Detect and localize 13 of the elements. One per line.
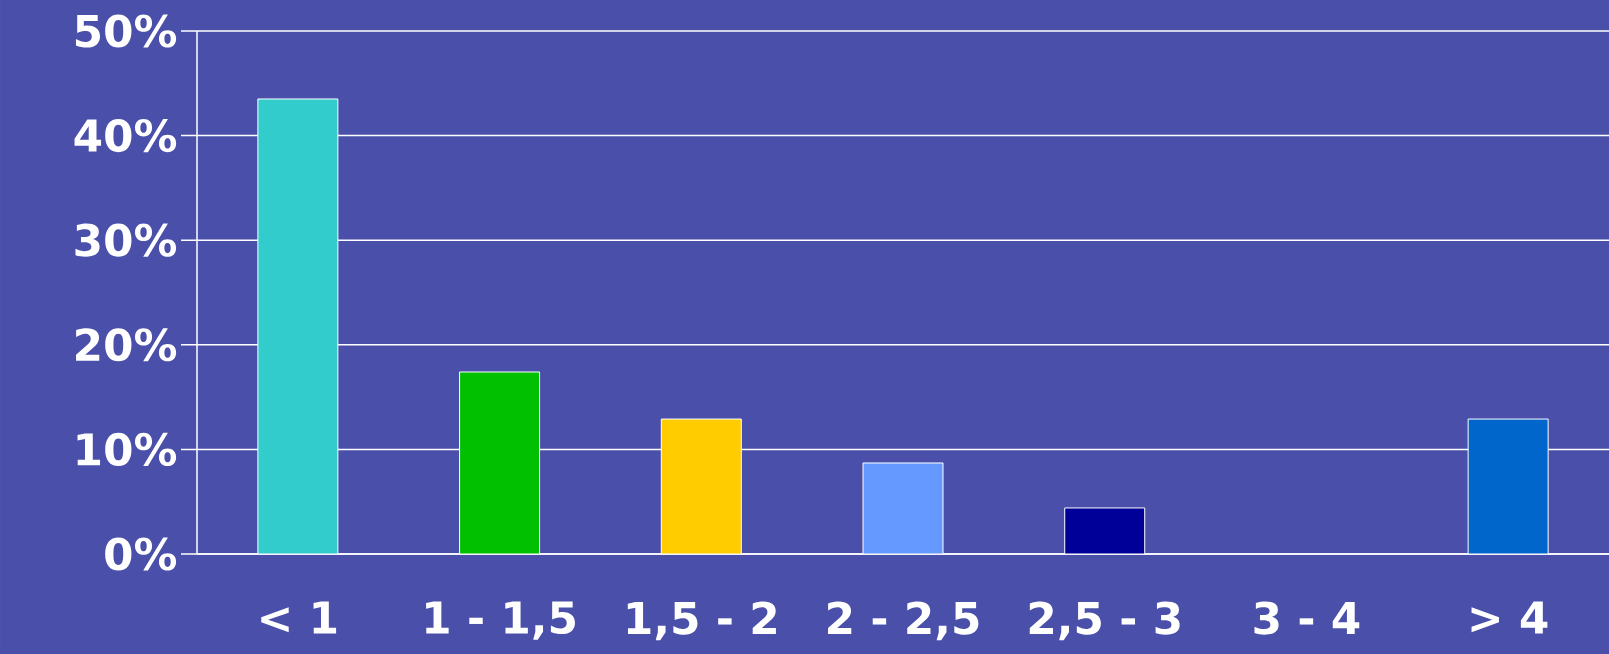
y-tick-label: 30% xyxy=(75,223,177,257)
y-tick-label: 10% xyxy=(77,432,177,466)
x-tick-label: > 4 xyxy=(1471,601,1548,634)
x-tick-label: < 1 xyxy=(261,601,337,634)
x-tick-label: 1 - 1,5 xyxy=(426,601,575,640)
x-tick-label: 1,5 - 2 xyxy=(627,601,776,641)
y-tick-label: 0% xyxy=(105,537,177,571)
x-tick-label: 2 - 2,5 xyxy=(828,601,979,641)
x-tick-label: 2,5 - 3 xyxy=(1029,601,1180,641)
y-tick-label: 50% xyxy=(75,14,177,48)
y-tick-label: 20% xyxy=(76,328,177,362)
y-tick-label: 40% xyxy=(74,119,177,153)
x-tick-label: 3 - 4 xyxy=(1254,601,1360,635)
